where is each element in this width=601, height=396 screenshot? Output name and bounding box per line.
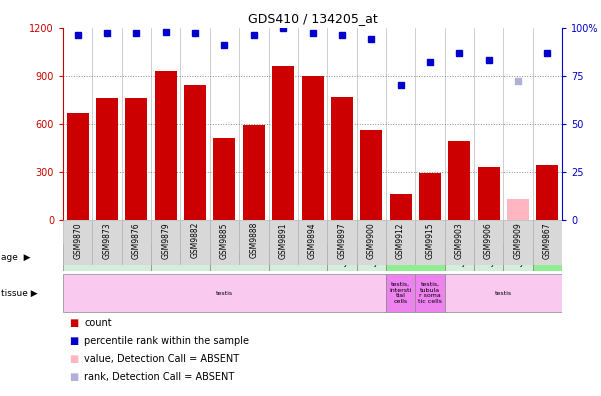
FancyBboxPatch shape <box>445 220 474 265</box>
Text: ■: ■ <box>69 336 78 346</box>
FancyBboxPatch shape <box>63 274 386 312</box>
FancyBboxPatch shape <box>356 244 386 271</box>
Text: count: count <box>84 318 112 328</box>
Text: GSM9894: GSM9894 <box>308 222 317 259</box>
FancyBboxPatch shape <box>210 220 239 265</box>
Text: GSM9879: GSM9879 <box>161 222 170 259</box>
FancyBboxPatch shape <box>356 220 386 265</box>
Text: percentile rank within the sample: percentile rank within the sample <box>84 336 249 346</box>
Text: 8 day: 8 day <box>228 253 250 262</box>
FancyBboxPatch shape <box>151 220 180 265</box>
Text: value, Detection Call = ABSENT: value, Detection Call = ABSENT <box>84 354 239 364</box>
Text: 11 day: 11 day <box>285 253 311 262</box>
Text: 14
day: 14 day <box>335 248 349 267</box>
FancyBboxPatch shape <box>503 244 532 271</box>
Bar <box>243 126 265 220</box>
FancyBboxPatch shape <box>93 220 122 265</box>
Text: ■: ■ <box>69 372 78 383</box>
Text: 18
day: 18 day <box>364 248 378 267</box>
Bar <box>478 167 499 220</box>
Text: testis: testis <box>216 291 233 295</box>
Text: GSM9885: GSM9885 <box>220 222 229 259</box>
Bar <box>126 98 147 220</box>
Text: testis,
tubula
r soma
tic cells: testis, tubula r soma tic cells <box>418 282 442 304</box>
Bar <box>419 173 441 220</box>
Text: 29
day: 29 day <box>511 248 525 267</box>
FancyBboxPatch shape <box>386 220 415 265</box>
FancyBboxPatch shape <box>63 220 93 265</box>
Bar <box>507 199 529 220</box>
Text: GSM9870: GSM9870 <box>73 222 82 259</box>
FancyBboxPatch shape <box>474 244 503 271</box>
Text: GSM9891: GSM9891 <box>279 222 288 259</box>
Bar <box>67 112 89 220</box>
Text: adult: adult <box>537 253 557 262</box>
Text: ■: ■ <box>69 354 78 364</box>
Text: GSM9897: GSM9897 <box>337 222 346 259</box>
FancyBboxPatch shape <box>415 220 445 265</box>
FancyBboxPatch shape <box>151 244 210 271</box>
Text: GSM9912: GSM9912 <box>396 222 405 259</box>
FancyBboxPatch shape <box>445 274 562 312</box>
Text: testis,
intersti
tial
cells: testis, intersti tial cells <box>389 282 412 304</box>
Bar <box>96 98 118 220</box>
FancyBboxPatch shape <box>298 220 327 265</box>
Bar <box>272 66 294 220</box>
Text: 1 day: 1 day <box>97 253 118 262</box>
Text: age  ▶: age ▶ <box>1 253 31 262</box>
Text: GSM9900: GSM9900 <box>367 222 376 259</box>
FancyBboxPatch shape <box>180 220 210 265</box>
Text: GSM9873: GSM9873 <box>103 222 112 259</box>
FancyBboxPatch shape <box>474 220 503 265</box>
Text: rank, Detection Call = ABSENT: rank, Detection Call = ABSENT <box>84 372 234 383</box>
Bar <box>448 141 470 220</box>
FancyBboxPatch shape <box>532 220 562 265</box>
Text: 19 day: 19 day <box>402 253 429 262</box>
Text: tissue ▶: tissue ▶ <box>1 289 38 297</box>
FancyBboxPatch shape <box>327 220 356 265</box>
Bar <box>360 130 382 220</box>
Text: GSM9906: GSM9906 <box>484 222 493 259</box>
FancyBboxPatch shape <box>386 274 415 312</box>
Text: GSM9867: GSM9867 <box>543 222 552 259</box>
FancyBboxPatch shape <box>269 220 298 265</box>
FancyBboxPatch shape <box>415 274 445 312</box>
Bar <box>302 76 323 220</box>
Bar <box>213 138 236 220</box>
Text: 21
day: 21 day <box>452 248 466 267</box>
Text: 4 day: 4 day <box>170 253 191 262</box>
FancyBboxPatch shape <box>445 244 474 271</box>
FancyBboxPatch shape <box>269 244 327 271</box>
Text: GSM9876: GSM9876 <box>132 222 141 259</box>
Text: GSM9882: GSM9882 <box>191 222 200 259</box>
FancyBboxPatch shape <box>239 220 269 265</box>
Text: GSM9888: GSM9888 <box>249 222 258 259</box>
Text: testis: testis <box>495 291 512 295</box>
FancyBboxPatch shape <box>210 244 269 271</box>
Title: GDS410 / 134205_at: GDS410 / 134205_at <box>248 12 377 25</box>
FancyBboxPatch shape <box>122 220 151 265</box>
FancyBboxPatch shape <box>503 220 532 265</box>
Text: ■: ■ <box>69 318 78 328</box>
Text: GSM9915: GSM9915 <box>426 222 435 259</box>
Bar <box>155 71 177 220</box>
Text: GSM9909: GSM9909 <box>513 222 522 259</box>
FancyBboxPatch shape <box>63 244 151 271</box>
Bar <box>389 194 412 220</box>
Bar <box>331 97 353 220</box>
FancyBboxPatch shape <box>386 244 445 271</box>
Text: GSM9903: GSM9903 <box>455 222 464 259</box>
Text: 26
day: 26 day <box>481 248 496 267</box>
Bar <box>536 166 558 220</box>
Bar <box>184 85 206 220</box>
FancyBboxPatch shape <box>327 244 356 271</box>
FancyBboxPatch shape <box>532 244 562 271</box>
